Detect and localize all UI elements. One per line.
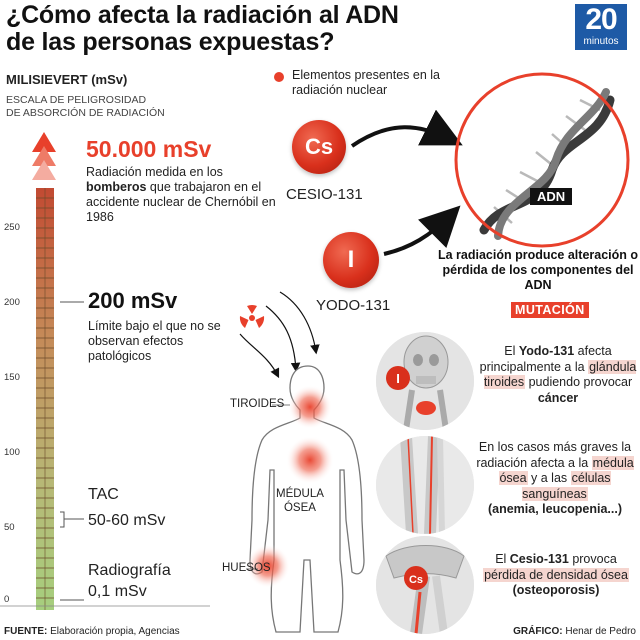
thumb-cesium-symbol: Cs [409,574,423,586]
cesium-element-icon: Cs [292,120,346,174]
mutation-badge: MUTACIÓN [511,302,589,318]
thumb-iodine-symbol: I [396,371,400,386]
logo-number: 20 [585,3,617,36]
bone-p1: El [495,552,510,566]
dna-helix-icon [479,88,615,240]
leg-bones-icon [376,436,474,534]
cesium-name: CESIO-131 [286,186,363,203]
level-xray-label: Radiografía [88,562,171,579]
title-line-1: ¿Cómo afecta la radiación al ADN [6,1,399,29]
scale-subtitle-line-2: DE ABSORCIÓN DE RADIACIÓN [6,107,165,119]
scale-unit-title: MILISIEVERT (mSv) [6,72,128,87]
hip-bones-icon: Cs [376,536,474,634]
footer-graphic-label: GRÁFICO: [513,626,563,637]
leader-tac [60,511,84,528]
level-top-value: 50.000 mSv [86,136,212,162]
level-mid-value: 200 mSv [88,288,178,313]
bone-effect-text: El Cesio-131 provoca pérdida de densidad… [476,552,636,599]
scale-subtitle: ESCALA DE PELIGROSIDAD DE ABSORCIÓN DE R… [6,94,165,120]
level-tac-value: 50-60 mSv [88,512,166,529]
dna-circle [454,72,630,248]
footer-graphic: GRÁFICO: Henar de Pedro [513,626,636,637]
bone-glow [246,544,290,588]
iodine-element-icon: I [323,232,379,288]
level-tac-label: TAC [88,486,119,503]
footer-source-text: Elaboración propia, Agencias [47,626,180,637]
scale-ticks [36,188,54,610]
thyroid-effect-text: El Yodo-131 afecta principalmente a la g… [478,344,638,406]
bone-bold2: (osteoporosis) [512,583,600,597]
thyroid-p3: pudiendo provocar [525,375,633,389]
brand-logo: 20 minutos [575,4,627,50]
legend-dot-icon [274,72,284,82]
scale-subtitle-line-1: ESCALA DE PELIGROSIDAD [6,94,147,106]
bone-highlight: pérdida de densidad ósea [483,567,629,582]
skull-icon: I [376,332,474,430]
dna-effect-text: La radiación produce alteración o pérdid… [437,248,639,292]
axis-tick-0: 0 [4,594,10,605]
thyroid-glow [288,385,332,429]
bone-p2: provoca [568,552,617,566]
bone-bold1: Cesio-131 [509,552,569,566]
label-marrow-line-1: MÉDULA [276,488,324,500]
level-top-desc-pre: Radiación medida en los [86,165,223,179]
iodine-name: YODO-131 [316,297,391,314]
radiation-icon [239,305,265,330]
level-top-desc-bold: bomberos [86,180,147,194]
axis-tick-50: 50 [4,522,15,533]
axis-tick-250: 250 [4,222,20,233]
title-line-2: de las personas expuestas? [6,28,335,56]
thyroid-p1: El [504,344,519,358]
neck-xray-thumbnail: I [376,332,474,430]
level-top-desc-post: que trabajaron en el accidente nuclear d… [86,180,276,224]
marrow-p2: y a las [527,471,571,485]
thyroid-bold1: Yodo-131 [518,344,575,358]
thyroid-bold2: cáncer [537,390,579,405]
axis-tick-150: 150 [4,372,20,383]
label-thyroid: TIROIDES [230,398,285,410]
marrow-p1: En los casos más graves la radiación afe… [476,440,632,470]
label-marrow-line-2: ÓSEA [283,502,316,514]
footer-source-label: FUENTE: [4,626,48,637]
hip-bones-thumbnail: Cs [376,536,474,634]
logo-word: minutos [583,36,619,47]
marrow-effect-text: En los casos más graves la radiación afe… [470,440,640,518]
level-mid-description: Límite bajo el que no se observan efecto… [88,319,221,363]
dna-tag: ADN [530,188,573,205]
marrow-bold1: (anemia, leucopenia...) [487,502,623,516]
page-title: ¿Cómo afecta la radiación al ADN de las … [6,2,566,56]
arrow-cesium-icon [350,109,463,148]
level-xray-value: 0,1 mSv [88,583,147,600]
marrow-glow [286,436,334,484]
elements-legend: Elementos presentes en la radiación nucl… [292,68,441,97]
label-marrow: MÉDULA ÓSEA [276,487,324,515]
axis-tick-200: 200 [4,297,20,308]
footer-graphic-text: Henar de Pedro [562,626,636,637]
level-top-description: Radiación medida en los bomberos que tra… [86,165,276,225]
arrow-iodine-icon [383,205,461,256]
footer-source: FUENTE: Elaboración propia, Agencias [4,626,180,637]
label-bones: HUESOS [222,562,271,574]
axis-tick-100: 100 [4,447,20,458]
thyroid-p2: afecta principalmente a la [479,344,612,374]
radiation-rays-icon [239,291,320,379]
leg-bones-thumbnail [376,436,474,534]
danger-arrows-icon [32,132,56,180]
